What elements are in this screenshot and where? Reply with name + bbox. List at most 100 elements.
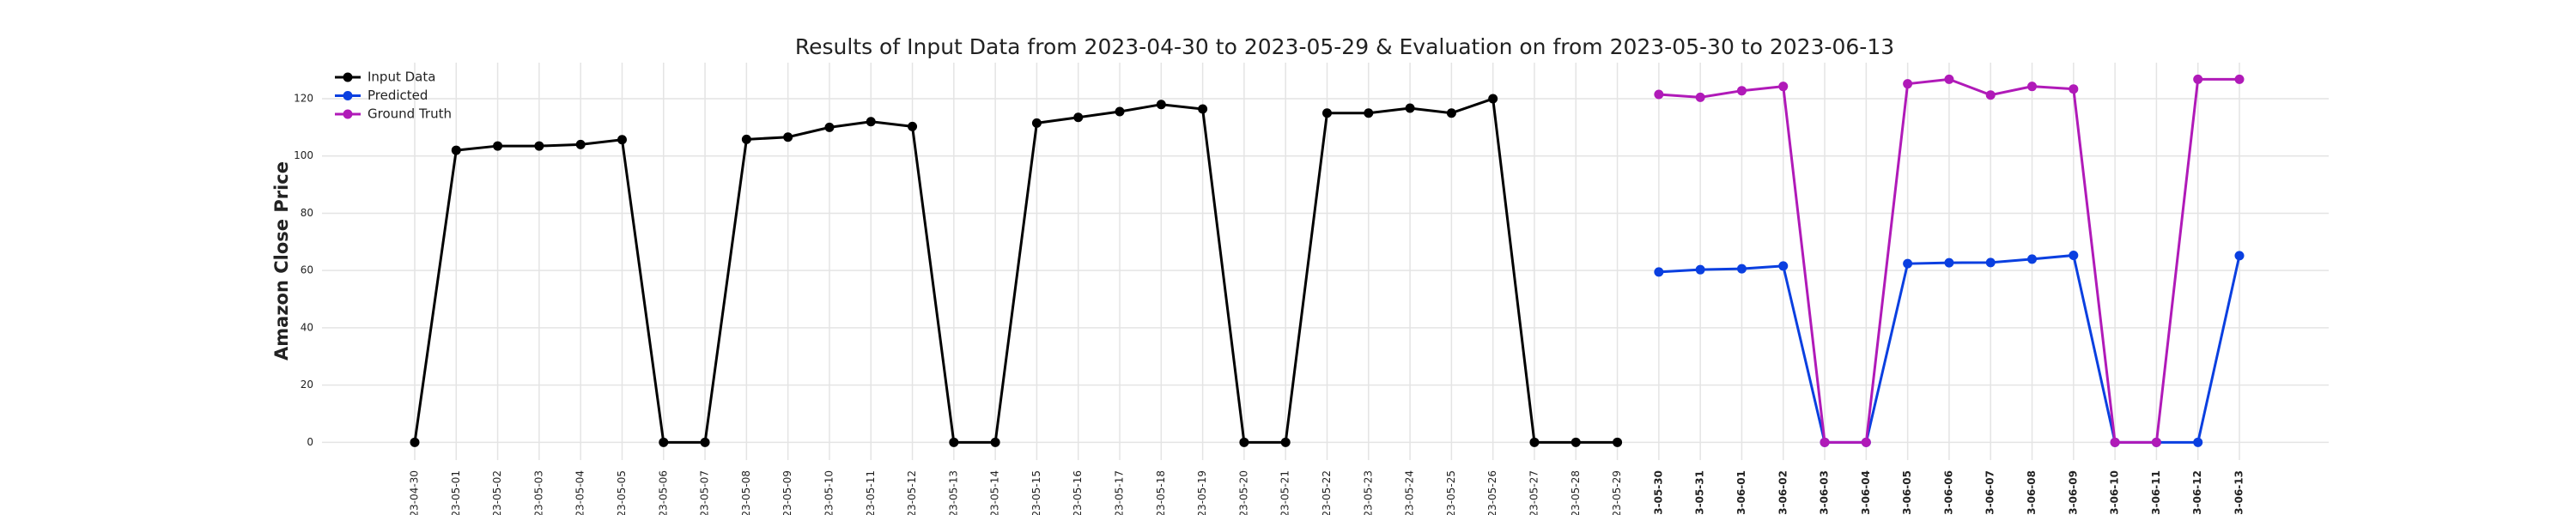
x-tick-label: 2023-05-22 (1321, 470, 1333, 515)
point (410, 437, 420, 447)
point (1239, 437, 1249, 447)
x-tick-label: 2023-06-03 (1819, 470, 1831, 515)
x-tick-label: 2023-05-19 (1196, 470, 1208, 515)
point (1695, 264, 1705, 275)
point (1198, 104, 1208, 114)
point (1861, 437, 1871, 447)
x-tick-label: 2023-05-21 (1279, 470, 1291, 515)
x-tick-label: 2023-05-01 (450, 470, 462, 515)
point (1488, 94, 1498, 104)
x-tick-label: 2023-05-05 (616, 470, 628, 515)
point (1405, 103, 1415, 113)
x-tick-label: 2023-05-26 (1486, 470, 1498, 515)
legend-label: Ground Truth (368, 106, 452, 122)
x-tick-label: 2023-05-29 (1611, 470, 1623, 515)
point (2193, 437, 2203, 447)
x-tick-label: 2023-05-31 (1694, 470, 1706, 515)
point (1322, 108, 1332, 118)
x-tick-label: 2023-05-13 (947, 470, 959, 515)
x-tick-label: 2023-06-09 (2067, 470, 2079, 515)
point (1654, 267, 1664, 277)
point (1985, 258, 1996, 268)
point (908, 121, 918, 131)
point (1736, 264, 1747, 274)
point (451, 145, 461, 155)
point (1695, 92, 1705, 102)
point (659, 437, 669, 447)
x-tick-label: 2023-05-27 (1528, 470, 1540, 515)
point (575, 139, 586, 149)
point (1446, 108, 1456, 118)
x-tick-label: 2023-05-02 (491, 470, 503, 515)
point (824, 122, 835, 132)
point (1364, 108, 1374, 118)
y-tick-label: 40 (301, 321, 313, 333)
point (2069, 250, 2079, 260)
legend-label: Input Data (368, 70, 435, 85)
x-tick-label: 2023-06-08 (2026, 470, 2038, 515)
point (2110, 437, 2120, 447)
x-tick-label: 2023-05-11 (865, 470, 877, 515)
point (617, 135, 627, 145)
point (1529, 437, 1540, 447)
x-tick-label: 2023-06-01 (1735, 470, 1747, 515)
point (1778, 82, 1789, 92)
point (2193, 74, 2203, 84)
point (1613, 437, 1623, 447)
x-tick-label: 2023-05-30 (1652, 470, 1664, 515)
point (949, 437, 959, 447)
point (1820, 437, 1830, 447)
point (866, 117, 876, 127)
point (2027, 254, 2038, 264)
x-tick-label: 2023-05-28 (1570, 470, 1582, 515)
legend-marker (343, 72, 353, 82)
point (741, 134, 751, 144)
point (783, 132, 793, 142)
point (534, 141, 544, 151)
legend-marker (343, 109, 353, 119)
x-tick-label: 2023-06-04 (1860, 470, 1872, 515)
point (1654, 89, 1664, 100)
y-tick-label: 60 (301, 264, 313, 276)
y-tick-label: 120 (294, 93, 313, 105)
y-tick-label: 80 (301, 207, 313, 219)
point (493, 141, 503, 151)
x-tick-label: 2023-05-04 (574, 470, 586, 515)
x-tick-label: 2023-05-24 (1404, 470, 1416, 515)
point (700, 437, 710, 447)
x-tick-label: 2023-06-11 (2150, 470, 2162, 515)
point (2027, 82, 2038, 92)
x-tick-label: 2023-05-25 (1445, 470, 1457, 515)
point (1115, 106, 1125, 117)
point (1073, 112, 1084, 123)
x-tick-label: 2023-05-23 (1362, 470, 1374, 515)
y-tick-label: 20 (301, 379, 313, 391)
x-tick-label: 2023-05-06 (657, 470, 669, 515)
point (1778, 261, 1789, 271)
point (1571, 437, 1581, 447)
legend-label: Predicted (368, 88, 428, 103)
x-tick-label: 2023-05-14 (989, 470, 1001, 515)
x-tick-label: 2023-04-30 (409, 470, 421, 515)
point (990, 437, 1000, 447)
point (1736, 86, 1747, 96)
x-tick-label: 2023-06-12 (2191, 470, 2203, 515)
x-tick-label: 2023-06-07 (1984, 470, 1996, 515)
point (1903, 258, 1913, 269)
x-tick-label: 2023-05-03 (532, 470, 544, 515)
x-tick-label: 2023-05-09 (781, 470, 793, 515)
x-tick-label: 2023-05-16 (1072, 470, 1084, 515)
y-tick-label: 100 (294, 149, 313, 161)
x-tick-label: 2023-05-10 (823, 470, 835, 515)
y-axis-label: Amazon Close Price (271, 161, 292, 360)
point (1944, 74, 1954, 84)
x-tick-label: 2023-05-17 (1114, 470, 1126, 515)
x-tick-label: 2023-05-18 (1155, 470, 1167, 515)
x-tick-label: 2023-05-12 (906, 470, 918, 515)
x-tick-label: 2023-05-07 (699, 470, 711, 515)
point (2234, 251, 2245, 261)
x-tick-label: 2023-05-20 (1237, 470, 1249, 515)
point (1985, 90, 1996, 100)
chart-title: Results of Input Data from 2023-04-30 to… (795, 34, 1894, 59)
